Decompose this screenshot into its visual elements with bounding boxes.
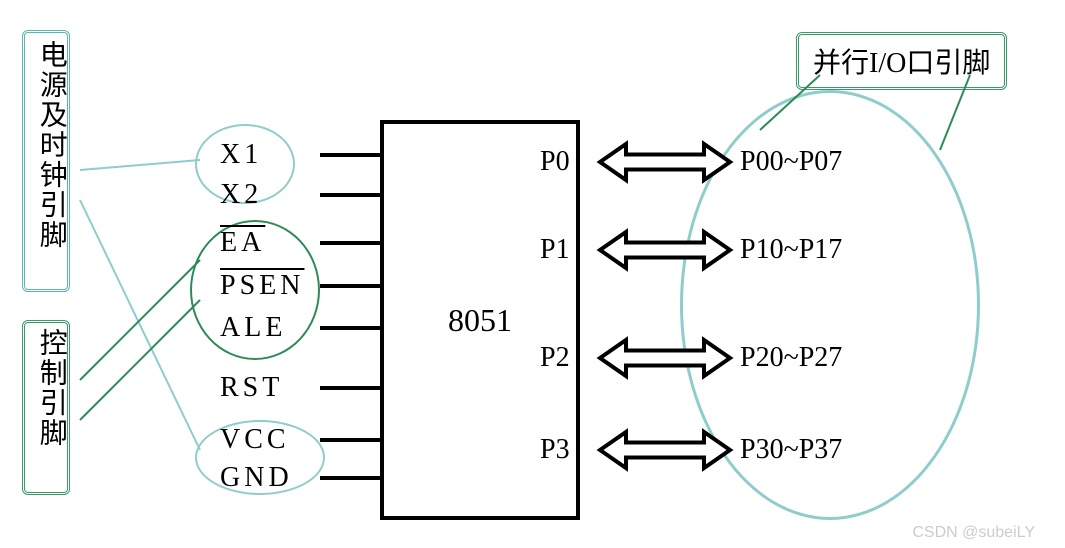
pin-label-ale: ALE <box>220 312 286 344</box>
port-range-p3: P30~P37 <box>740 434 842 466</box>
pin-line-vcc <box>320 438 380 442</box>
pin-label-x2: X2 <box>220 179 262 211</box>
port-range-p0: P00~P07 <box>740 146 842 178</box>
pin-line-x2 <box>320 193 380 197</box>
port-label-p3: P3 <box>540 434 570 466</box>
pin-line-x1 <box>320 153 380 157</box>
power-clock-label: 电源及时钟引脚 <box>35 40 66 288</box>
pin-label-vcc: VCC <box>220 424 290 456</box>
pin-line-psen <box>320 284 380 288</box>
callout-line-powerToClock <box>80 160 200 170</box>
pin-label-x1: X1 <box>220 139 262 171</box>
pin-line-gnd <box>320 476 380 480</box>
port-label-p0: P0 <box>540 146 570 178</box>
bidir-arrow-p3 <box>600 432 730 468</box>
pin-label-ea: EA <box>220 227 265 259</box>
port-range-p1: P10~P17 <box>740 234 842 266</box>
port-label-p1: P1 <box>540 234 570 266</box>
pin-label-gnd: GND <box>220 462 293 494</box>
callout-line-ctrlToEllipse2 <box>80 300 200 420</box>
pin-line-rst <box>320 386 380 390</box>
pin-label-psen: PSEN <box>220 270 304 302</box>
pin-line-ea <box>320 241 380 245</box>
port-label-p2: P2 <box>540 342 570 374</box>
chip-label: 8051 <box>448 302 512 339</box>
watermark: CSDN @subeiLY <box>912 524 1035 542</box>
io-callout: 并行I/O口引脚 <box>796 32 1007 90</box>
callout-line-powerToVcc <box>80 200 200 450</box>
pin-label-rst: RST <box>220 372 283 404</box>
pin-line-ale <box>320 326 380 330</box>
control-label: 控制引脚 <box>35 328 66 488</box>
port-range-p2: P20~P27 <box>740 342 842 374</box>
callout-line-ctrlToEllipse1 <box>80 260 200 380</box>
